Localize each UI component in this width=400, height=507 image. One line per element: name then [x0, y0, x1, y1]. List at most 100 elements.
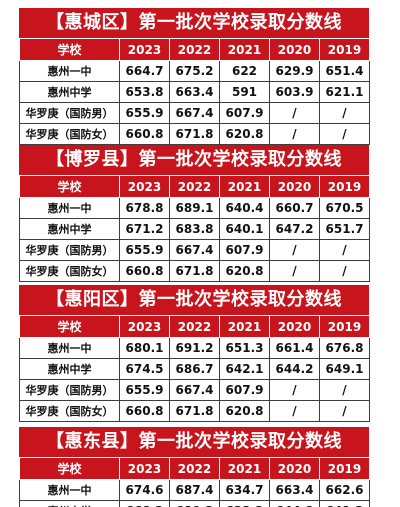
score-cell: 680.3: [169, 500, 220, 507]
section-huicheng: 【惠城区】第一批次学校录取分数线 学校 2023 2022 2021 2020 2019 惠州…: [19, 8, 370, 145]
score-cell: /: [269, 379, 320, 401]
score-cell: 655.9: [119, 239, 170, 261]
score-cell: 640.1: [219, 218, 270, 240]
score-cell: /: [269, 239, 320, 261]
school-name-cell: 惠州中学: [19, 81, 120, 103]
school-name-cell: 惠州中学: [19, 500, 120, 507]
school-name-cell: 华罗庚（国防女）: [19, 400, 120, 422]
score-cell: 667.4: [169, 379, 220, 401]
table-row: 惠州中学668.2680.3633.3644.8641.3: [19, 500, 370, 507]
column-header-year: 2020: [269, 457, 320, 480]
score-cell: /: [319, 260, 370, 282]
score-cell: /: [319, 239, 370, 261]
score-cell: 689.1: [169, 197, 220, 219]
score-cell: 671.8: [169, 260, 220, 282]
score-cell: 670.5: [319, 197, 370, 219]
school-name-cell: 惠州中学: [19, 358, 120, 380]
score-cell: 653.8: [119, 81, 170, 103]
column-header-year: 2021: [219, 38, 270, 61]
school-name-cell: 华罗庚（国防男）: [19, 379, 120, 401]
score-cell: 662.6: [319, 479, 370, 501]
score-cell: 591: [219, 81, 270, 103]
school-name-cell: 华罗庚（国防女）: [19, 260, 120, 282]
header-row: 学校 2023 2022 2021 2020 2019: [19, 457, 370, 480]
column-header-school: 学校: [19, 38, 120, 61]
school-name-cell: 华罗庚（国防男）: [19, 239, 120, 261]
school-name-cell: 华罗庚（国防女）: [19, 123, 120, 145]
score-cell: /: [269, 123, 320, 145]
score-cell: 644.2: [269, 358, 320, 380]
section-huidong: 【惠东县】第一批次学校录取分数线 学校 2023 2022 2021 2020 2019 惠州…: [19, 427, 370, 507]
table-row: 惠州一中 680.1 691.2 651.3 661.4 676.8: [19, 337, 370, 359]
column-header-year: 2021: [219, 457, 270, 480]
column-header-year: 2019: [319, 457, 370, 480]
score-cell: 660.8: [119, 400, 170, 422]
score-cell: 651.7: [319, 218, 370, 240]
score-cell: 607.9: [219, 379, 270, 401]
column-header-school: 学校: [19, 457, 120, 480]
column-header-year: 2021: [219, 315, 270, 338]
score-table: 学校 2023 2022 2021 2020 2019 惠州一中 680.1 691.2 651.…: [19, 315, 370, 422]
score-table: 学校 2023 2022 2021 2020 2019 惠州一中 674.6 687.4 634.…: [19, 457, 370, 507]
score-cell: 661.4: [269, 337, 320, 359]
column-header-year: 2023: [119, 38, 170, 61]
header-row: 学校 2023 2022 2021 2020 2019: [19, 175, 370, 198]
score-cell: 663.4: [169, 81, 220, 103]
score-cell: 607.9: [219, 102, 270, 124]
column-header-year: 2020: [269, 315, 320, 338]
school-name-cell: 惠州一中: [19, 479, 120, 501]
score-cell: 629.9: [269, 60, 320, 82]
score-cell: 660.8: [119, 260, 170, 282]
score-cell: 641.3: [319, 500, 370, 507]
score-cell: 683.8: [169, 218, 220, 240]
score-cell: 620.8: [219, 123, 270, 145]
score-cell: 622: [219, 60, 270, 82]
score-cell: 671.8: [169, 123, 220, 145]
score-cell: 607.9: [219, 239, 270, 261]
score-cell: 663.4: [269, 479, 320, 501]
score-cell: /: [319, 379, 370, 401]
section-title: 【惠阳区】第一批次学校录取分数线: [19, 285, 369, 315]
score-cell: /: [319, 102, 370, 124]
score-table: 学校 2023 2022 2021 2020 2019 惠州一中 678.8 689.1 640.…: [19, 175, 370, 282]
school-name-cell: 惠州一中: [19, 60, 120, 82]
score-cell: 660.8: [119, 123, 170, 145]
score-cell: 687.4: [169, 479, 220, 501]
score-cell: 620.8: [219, 260, 270, 282]
column-header-year: 2023: [119, 457, 170, 480]
section-title: 【博罗县】第一批次学校录取分数线: [19, 145, 369, 175]
column-header-year: 2020: [269, 38, 320, 61]
score-cell: 634.7: [219, 479, 270, 501]
column-header-year: 2021: [219, 175, 270, 198]
header-row: 学校 2023 2022 2021 2020 2019: [19, 38, 370, 61]
score-cell: 651.4: [319, 60, 370, 82]
score-cell: /: [319, 400, 370, 422]
score-cell: 675.2: [169, 60, 220, 82]
table-row: 华罗庚（国防女） 660.8 671.8 620.8//: [19, 260, 370, 282]
score-cell: /: [269, 400, 320, 422]
column-header-year: 2019: [319, 175, 370, 198]
table-row: 惠州一中 664.7 675.2 622 629.9 651.4: [19, 60, 370, 82]
score-cell: /: [269, 260, 320, 282]
table-row: 惠州中学 674.5 686.7 642.1 644.2 649.1: [19, 358, 370, 380]
table-row: 惠州一中 674.6 687.4 634.7 663.4 662.6: [19, 479, 370, 501]
school-name-cell: 惠州中学: [19, 218, 120, 240]
score-cell: 676.8: [319, 337, 370, 359]
table-row: 华罗庚（国防女） 660.8 671.8 620.8//: [19, 400, 370, 422]
table-row: 华罗庚（国防男） 655.9 667.4 607.9//: [19, 239, 370, 261]
score-cell: /: [269, 102, 320, 124]
score-cell: 678.8: [119, 197, 170, 219]
score-cell: 651.3: [219, 337, 270, 359]
score-cell: 647.2: [269, 218, 320, 240]
score-cell: 691.2: [169, 337, 220, 359]
table-row: 惠州一中 678.8 689.1 640.4 660.7 670.5: [19, 197, 370, 219]
table-row: 惠州中学 653.8 663.4 591 603.9 621.1: [19, 81, 370, 103]
score-cell: 620.8: [219, 400, 270, 422]
school-name-cell: 惠州一中: [19, 337, 120, 359]
school-name-cell: 华罗庚（国防男）: [19, 102, 120, 124]
score-cell: 686.7: [169, 358, 220, 380]
table-row: 华罗庚（国防男） 655.9 667.4 607.9//: [19, 102, 370, 124]
score-cell: 674.6: [119, 479, 170, 501]
score-cell: 668.2: [119, 500, 170, 507]
